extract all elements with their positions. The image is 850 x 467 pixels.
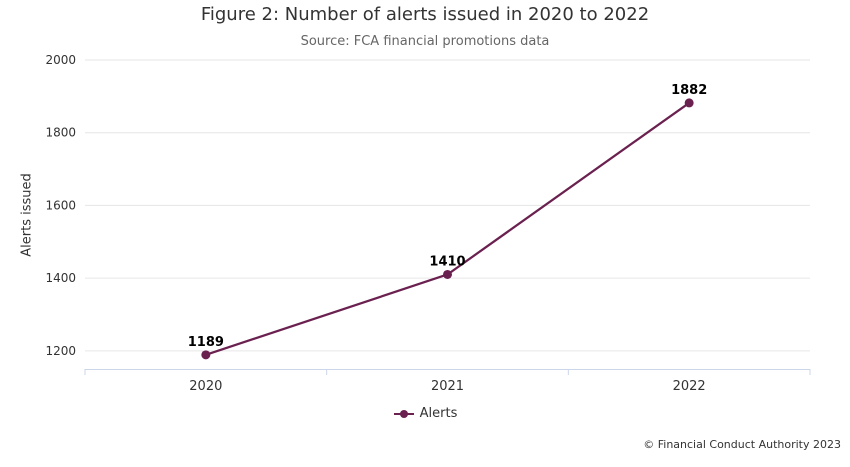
data-point (684, 98, 694, 108)
legend-label: Alerts (419, 406, 458, 421)
x-tick-label: 2021 (431, 379, 464, 394)
y-tick-label: 1600 (45, 198, 76, 212)
data-label: 1882 (671, 83, 707, 98)
series-line (204, 101, 691, 356)
x-tick-label: 2022 (673, 379, 706, 394)
y-tick-label: 2000 (45, 53, 76, 67)
data-label: 1189 (188, 335, 224, 350)
legend: Alerts (0, 406, 850, 421)
y-tick-label: 1800 (45, 126, 76, 140)
data-point (201, 350, 211, 360)
chart-subtitle: Source: FCA financial promotions data (300, 34, 550, 49)
y-tick-label: 1400 (45, 271, 76, 285)
legend-marker-icon (393, 409, 414, 418)
chart-title: Figure 2: Number of alerts issued in 202… (200, 4, 650, 25)
x-tick-label: 2020 (189, 379, 222, 394)
data-label: 1410 (429, 254, 465, 269)
copyright-notice: © Financial Conduct Authority 2023 (643, 438, 841, 451)
y-tick-label: 1200 (45, 344, 76, 358)
legend-item-alerts[interactable]: Alerts (393, 406, 458, 421)
data-point (443, 269, 452, 279)
